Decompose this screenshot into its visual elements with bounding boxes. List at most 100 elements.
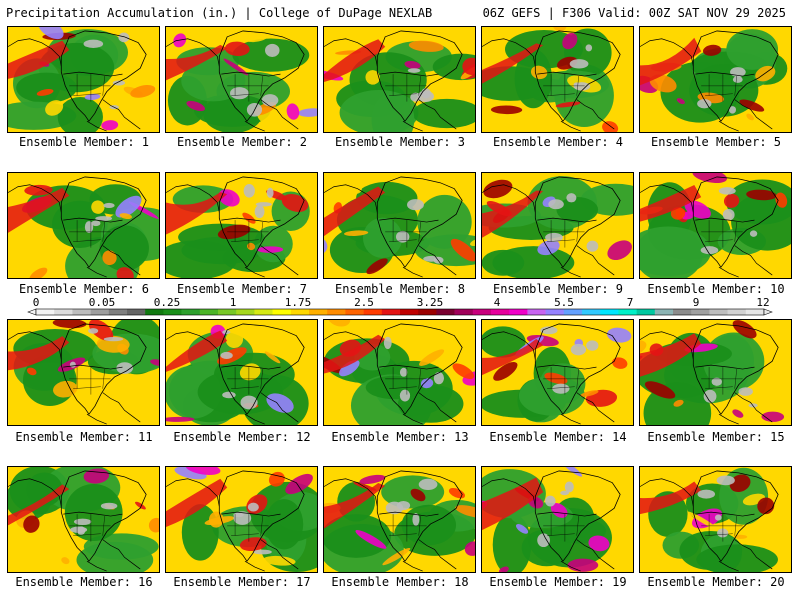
precip-band xyxy=(761,411,785,422)
colorbar xyxy=(27,308,773,316)
dry-patch xyxy=(560,490,570,496)
coastline xyxy=(402,560,423,572)
map-panel-1 xyxy=(7,26,160,133)
country-border xyxy=(63,71,123,77)
precip-band xyxy=(225,330,244,348)
coastline xyxy=(86,413,107,425)
coastline xyxy=(8,38,62,67)
map-panel-17 xyxy=(165,466,318,573)
coastline xyxy=(734,539,773,570)
state-border xyxy=(73,93,101,96)
precip-band xyxy=(270,321,288,328)
continent-outline xyxy=(376,323,463,415)
precip-band xyxy=(204,516,235,526)
precip-band xyxy=(544,372,568,385)
dry-patch xyxy=(395,230,410,243)
dry-patch xyxy=(717,528,729,538)
pacific-storm-band xyxy=(8,336,70,371)
dry-patch xyxy=(91,220,101,227)
colorbar-swatch xyxy=(527,309,546,315)
precip-field xyxy=(482,249,525,276)
precip-band xyxy=(686,468,702,481)
dry-patch xyxy=(738,387,753,396)
coastline xyxy=(86,120,107,132)
pacific-storm-band xyxy=(8,484,70,526)
dry-patch xyxy=(412,513,420,526)
colorbar-swatch xyxy=(72,309,91,315)
precip-band xyxy=(612,357,628,369)
colorbar-swatch xyxy=(345,309,364,315)
precip-band xyxy=(448,488,465,499)
dry-patch xyxy=(703,389,717,403)
state-border xyxy=(705,533,733,536)
precip-band xyxy=(410,488,426,502)
precip-band xyxy=(131,405,159,420)
precip-band xyxy=(29,267,48,278)
precip-band xyxy=(268,471,285,487)
dry-patch xyxy=(88,328,99,334)
colorbar-tick-label: 0.05 xyxy=(88,296,116,309)
colorbar-swatch xyxy=(145,309,164,315)
precip-band xyxy=(102,250,117,266)
panel-caption: Ensemble Member: 11 xyxy=(15,430,153,444)
coastline xyxy=(324,184,378,213)
dry-patch xyxy=(716,475,735,486)
state-border xyxy=(73,533,101,536)
precip-band xyxy=(404,60,421,69)
precip-band xyxy=(382,548,411,566)
precip-band xyxy=(419,349,445,366)
dry-patch xyxy=(585,44,593,52)
precip-band xyxy=(420,378,434,389)
map-panel-7 xyxy=(165,172,318,279)
country-border xyxy=(695,364,755,370)
colorbar-tick-label: 3.25 xyxy=(416,296,444,309)
dry-patch xyxy=(697,489,716,499)
coastline xyxy=(8,478,62,507)
country-border xyxy=(379,364,439,370)
pacific-storm-band xyxy=(482,477,544,531)
dry-patch xyxy=(540,326,558,335)
coastline xyxy=(324,331,378,360)
dry-patch xyxy=(537,533,550,548)
dry-patch xyxy=(569,59,589,69)
state-border xyxy=(231,533,259,536)
colorbar-swatch xyxy=(618,309,637,315)
precip-field xyxy=(324,514,392,558)
dry-patch xyxy=(421,88,431,99)
precip-band xyxy=(53,380,78,398)
dry-patch xyxy=(261,94,279,107)
dry-patch xyxy=(407,68,421,73)
coastline xyxy=(260,539,299,570)
pacific-storm-band xyxy=(324,39,386,83)
colorbar-swatch xyxy=(636,309,656,315)
colorbar-swatch xyxy=(163,309,182,315)
country-border xyxy=(379,511,439,517)
dry-patch xyxy=(697,98,712,109)
dry-patch xyxy=(266,187,274,199)
precip-band xyxy=(281,194,309,212)
precip-field xyxy=(362,217,403,259)
precip-band xyxy=(262,555,296,566)
precip-band xyxy=(266,393,294,413)
precip-field xyxy=(265,499,304,550)
colorbar-swatch xyxy=(236,309,255,315)
precip-band xyxy=(185,467,221,475)
precip-field xyxy=(52,200,108,248)
pacific-storm-band xyxy=(482,43,544,84)
dry-patch xyxy=(116,362,134,374)
continent-outline xyxy=(60,176,147,268)
precip-band xyxy=(115,195,142,218)
dry-patch xyxy=(700,246,719,255)
dry-patch xyxy=(566,193,577,203)
precip-field xyxy=(83,533,159,560)
colorbar-tick-label: 5.5 xyxy=(554,296,574,309)
dry-patch xyxy=(95,216,113,222)
precip-band xyxy=(239,363,261,381)
precip-band xyxy=(166,416,195,422)
colorbar-swatch xyxy=(600,309,619,315)
colorbar-swatch xyxy=(363,309,383,315)
panel-caption: Ensemble Member: 4 xyxy=(492,135,624,149)
map-panel-15 xyxy=(639,319,792,426)
coastline xyxy=(718,413,739,425)
precip-field xyxy=(417,194,472,249)
